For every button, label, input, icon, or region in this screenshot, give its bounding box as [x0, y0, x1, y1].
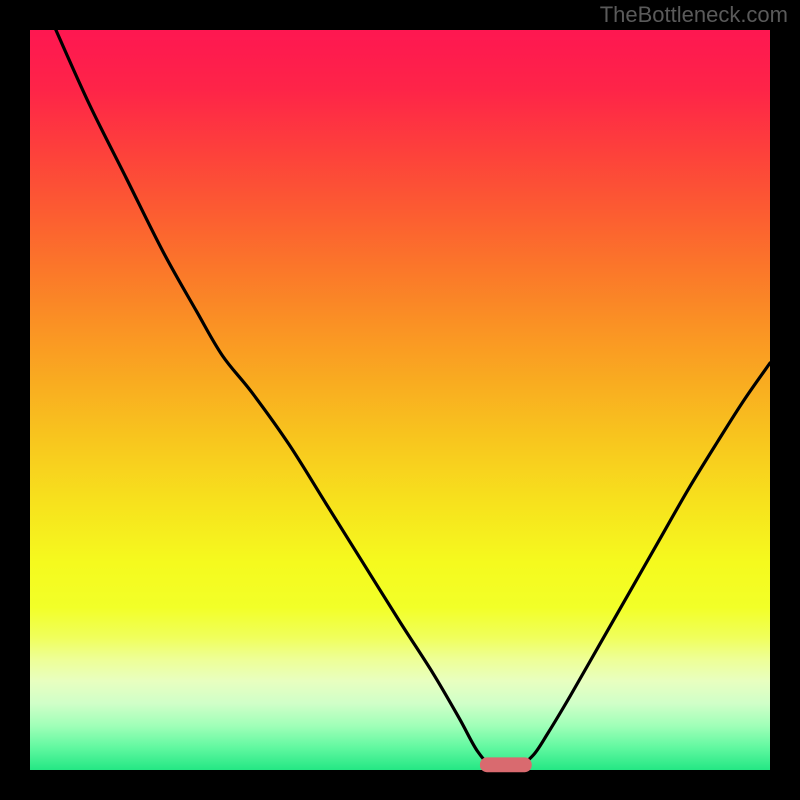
bottleneck-chart	[0, 0, 800, 800]
optimal-marker	[480, 757, 532, 772]
watermark-text: TheBottleneck.com	[600, 2, 788, 28]
chart-container: TheBottleneck.com	[0, 0, 800, 800]
plot-background	[30, 30, 770, 770]
